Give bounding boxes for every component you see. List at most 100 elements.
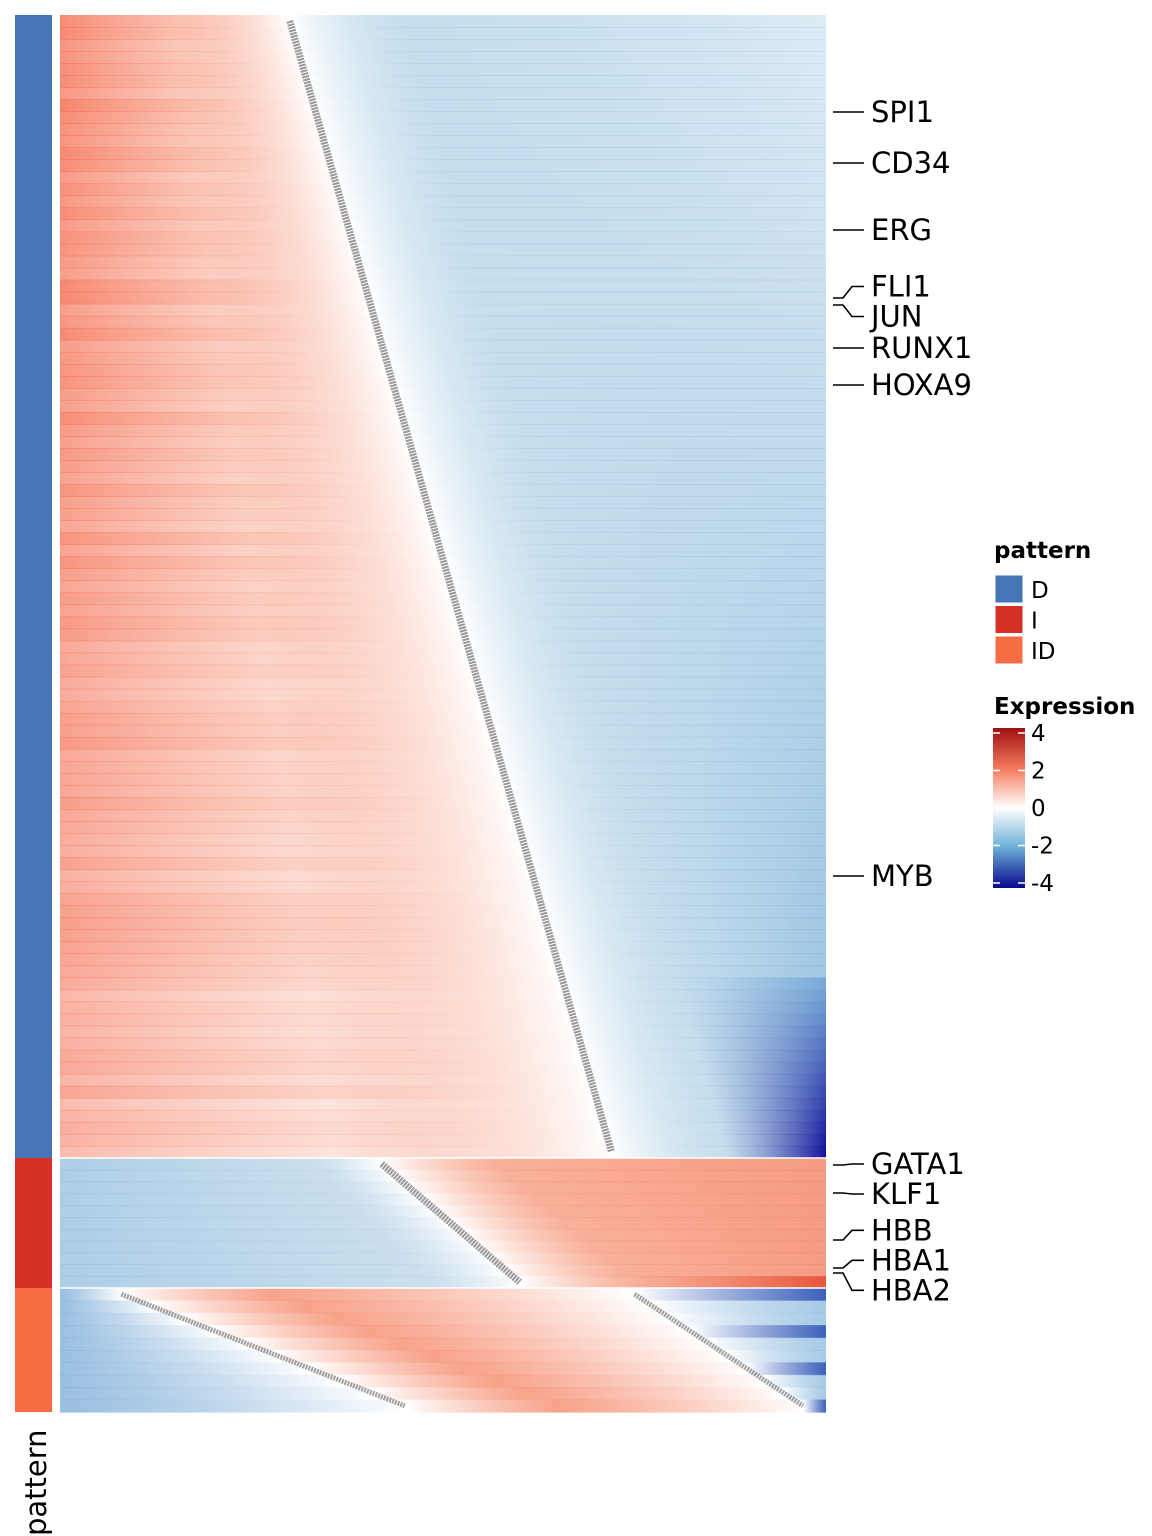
peak-trail-D [286,20,615,1153]
heatmap-row-D [60,496,826,509]
heatmap-row-D [60,400,826,413]
gene-label-MYB: MYB [833,859,934,893]
heatmap-row-D [60,893,826,906]
heatmap-row-D [60,363,826,377]
annotation-axis-label: pattern [19,1429,53,1536]
gene-label-HBA2: HBA2 [833,1272,951,1307]
heatmap-row-D [60,412,826,425]
heatmap-row-D [60,989,826,1003]
heatmap-row-D [60,821,826,834]
heatmap-row-D [60,1073,826,1087]
heatmap-row-D [60,424,826,437]
pattern-legend-title: pattern [994,538,1091,564]
gene-label-text: HBA2 [871,1273,951,1307]
legend-label-I: I [1031,609,1038,635]
gene-label-text: SPI1 [871,95,934,129]
gene-label-HOXA9: HOXA9 [833,368,972,402]
pattern-annotation-D [15,15,52,1158]
heatmap-row-D [60,652,826,666]
heatmap-row-D [60,1145,826,1159]
heatmap-row-D [60,135,826,148]
heatmap-row-D [60,99,826,112]
peak-trail-ID [633,1292,805,1408]
heatmap-row-ID [60,1288,826,1301]
heatmap-row-D [60,785,826,798]
peak-trail-I [379,1161,522,1285]
heatmap-row-D [60,881,826,894]
heatmap-row-D [60,472,826,485]
heatmap-row-D [60,207,826,221]
heatmap-row-D [60,87,826,100]
legend-label-D: D [1031,578,1049,604]
heatmap-row-D [60,315,826,329]
heatmap-row-ID [60,1350,826,1363]
heatmap-row-D [60,279,826,293]
heatmap-row-D [60,833,826,846]
heatmap-row-D [60,905,826,918]
heatmap-row-D [60,965,826,979]
heatmap-row-D [60,845,826,858]
heatmap-row-I [60,1158,826,1171]
peak-trail-ID [120,1291,406,1409]
gene-label-ERG: ERG [833,213,932,247]
heatmap-row-D [60,351,826,365]
heatmap-row-D [60,51,826,64]
gene-label-text: RUNX1 [871,331,972,365]
heatmap-row-D [60,111,826,124]
heatmap-row-ID [60,1399,826,1413]
heatmap-row-ID [60,1325,826,1339]
heatmap-row-D [60,123,826,136]
heatmap-row-I [60,1217,826,1230]
heatmap-row-D [60,941,826,955]
legend-swatch-D [994,574,1024,604]
gene-label-GATA1: GATA1 [833,1147,965,1181]
heatmap-row-D [60,171,826,185]
heatmap-row-D [60,1025,826,1039]
heatmap-row-D [60,1133,826,1147]
heatmap-row-ID [60,1300,826,1314]
heatmap-row-D [60,159,826,173]
heatmap-row-D [60,724,826,738]
heatmap-row-D [60,772,826,786]
heatmap-row-I [60,1276,826,1289]
peak-points [120,20,805,1409]
heatmap-row-ID [60,1312,826,1326]
heatmap-row-D [60,797,826,810]
heatmap-row-D [60,255,826,269]
heatmap-row-D [60,1109,826,1123]
gene-label-KLF1: KLF1 [833,1177,941,1211]
legend-label-ID: ID [1031,639,1056,665]
heatmap-row-D [60,580,826,594]
heatmap-row-D [60,640,826,654]
gene-label-text: HBA1 [871,1243,951,1277]
heatmap-row-ID [60,1362,826,1376]
gene-label-connector [833,1259,864,1269]
gene-label-text: ERG [871,213,932,247]
heatmap-row-D [60,929,826,943]
gene-label-text: JUN [869,300,922,334]
heatmap-row-D [60,508,826,521]
heatmap-row-D [60,448,826,461]
heatmap-row-D [60,15,826,28]
gene-label-HBB: HBB [833,1213,933,1247]
gene-label-connector [833,1272,864,1292]
gene-label-text: KLF1 [871,1177,941,1211]
heatmap-row-D [60,700,826,714]
heatmap-row-D [60,1121,826,1135]
heatmap-row-D [60,387,826,401]
gene-label-connector [833,1229,864,1241]
heatmap-row-D [60,327,826,341]
heatmap-row-D [60,520,826,533]
heatmap-row-D [60,628,826,642]
color-tick-label: -4 [1031,871,1054,897]
heatmap-row-D [60,303,826,317]
heatmap-row-I [60,1240,826,1254]
pattern-legend: pattern DI ID [994,538,1091,665]
heatmap-row-I [60,1205,826,1218]
heatmap-row-D [60,183,826,197]
gene-label-text: MYB [871,859,934,893]
heatmap-row-D [60,39,826,52]
heatmap-row-D [60,1085,826,1099]
